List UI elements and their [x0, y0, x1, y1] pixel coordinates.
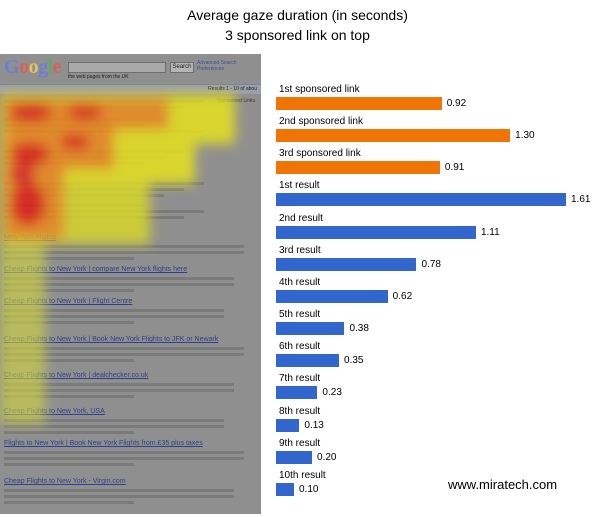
- data-label: 1.61: [571, 194, 591, 206]
- snippet-line: [4, 457, 244, 460]
- heat-core: [8, 164, 36, 184]
- category-label: 1st result: [279, 180, 320, 192]
- category-label: 9th result: [279, 437, 321, 449]
- snippet-line: [4, 277, 234, 280]
- chart-title: Average gaze duration (in seconds): [187, 7, 408, 23]
- category-label: 6th result: [279, 341, 321, 353]
- snippet-line: [4, 425, 224, 428]
- snippet-line: [4, 347, 244, 350]
- snippet-line: [4, 501, 134, 504]
- snippet-line: [4, 419, 224, 422]
- heat-core: [8, 102, 52, 122]
- data-label: 0.20: [317, 451, 337, 463]
- heat-core: [10, 182, 46, 226]
- snippet-line: [4, 257, 134, 260]
- category-label: 10th result: [279, 469, 326, 481]
- result-link[interactable]: Cheap Flights to New York - Virgin.com: [4, 478, 126, 485]
- sponsored-links-label: Sponsored Links: [217, 98, 255, 104]
- category-label: 5th result: [279, 309, 321, 321]
- result-link[interactable]: Cheap Flights to New York | Flight Centr…: [4, 298, 133, 305]
- watermark: www.miratech.com: [448, 477, 558, 492]
- chart-subtitle: 3 sponsored link on top: [225, 27, 370, 43]
- data-label: 0.35: [344, 355, 364, 367]
- snippet-line: [4, 383, 234, 386]
- result-link[interactable]: Cheap Flights to New York | compare New …: [4, 266, 188, 273]
- snippet-line: [4, 315, 224, 318]
- bar-organic: [276, 386, 318, 400]
- bar-organic: [276, 289, 388, 303]
- bar-organic: [276, 354, 340, 368]
- category-label: 1st sponsored link: [279, 84, 360, 95]
- bar-sponsored: [276, 129, 511, 143]
- snippet-line: [4, 489, 234, 492]
- data-label: 0.23: [322, 387, 342, 399]
- search-button[interactable]: Search: [170, 62, 194, 73]
- result-link[interactable]: Flights to New York | Book New York Flig…: [4, 440, 203, 447]
- snippet-line: [4, 309, 224, 312]
- snippet-line: [4, 495, 234, 498]
- category-label: 2nd result: [279, 212, 323, 224]
- snippet-line: [4, 353, 244, 356]
- snippet-line: [4, 463, 134, 466]
- snippet-line: [4, 251, 244, 254]
- data-label: 0.38: [349, 323, 369, 335]
- data-label: 0.78: [421, 258, 441, 270]
- data-label: 0.62: [392, 290, 413, 302]
- category-label: 7th result: [279, 373, 321, 385]
- search-results-heatmap-screenshot: Google Search Advanced Search Preference…: [0, 54, 261, 514]
- category-label: 3rd sponsored link: [279, 148, 361, 160]
- advanced-search-link[interactable]: Advanced Search: [197, 60, 237, 66]
- category-label: 4th result: [279, 276, 321, 288]
- bar-organic: [276, 482, 294, 496]
- snippet-line: [4, 395, 134, 398]
- snippet-line: [4, 321, 134, 324]
- snippet-line: [4, 245, 244, 248]
- search-scope-options[interactable]: the web pages from the UK: [68, 74, 129, 80]
- result-link[interactable]: Cheap Flights to New York | Book New Yor…: [4, 336, 219, 343]
- advanced-search-links[interactable]: Advanced Search Preferences: [197, 60, 236, 72]
- snippet-line: [4, 359, 134, 362]
- results-bar: Results 1 - 10 of abou: [0, 84, 261, 94]
- heat-core: [67, 104, 103, 120]
- preferences-link[interactable]: Preferences: [197, 66, 224, 72]
- data-label: 0.13: [304, 419, 324, 431]
- snippet-line: [4, 431, 134, 434]
- snippet-line: [4, 389, 234, 392]
- bar-organic: [276, 450, 313, 464]
- snippet-line: [4, 283, 234, 286]
- heat-core: [60, 134, 90, 150]
- bar-organic: [276, 418, 300, 432]
- data-label: 0.10: [299, 483, 319, 495]
- bar-sponsored: [276, 97, 442, 110]
- heat-zone: [0, 244, 45, 424]
- bar-organic: [276, 257, 417, 271]
- snippet-line: [4, 289, 134, 292]
- results-count: Results 1 - 10 of abou: [208, 86, 257, 92]
- category-label: 8th result: [279, 405, 321, 417]
- bar-organic: [276, 193, 566, 207]
- category-label: 2nd sponsored link: [279, 116, 363, 128]
- bar-organic: [276, 322, 345, 336]
- data-label: 0.91: [444, 162, 465, 174]
- snippet-line: [4, 451, 244, 454]
- result-link[interactable]: Cheap Flights to New York, USA: [4, 408, 105, 415]
- bar-organic: [276, 225, 476, 239]
- heat-core: [10, 142, 50, 166]
- bar-sponsored: [276, 161, 440, 175]
- search-input[interactable]: [68, 62, 166, 73]
- gaze-heatmap: [0, 94, 235, 424]
- data-label: 1.30: [515, 130, 535, 142]
- data-label: 1.11: [480, 226, 500, 238]
- google-logo: Google: [4, 56, 62, 78]
- result-link[interactable]: Cheap Flights to New York | dealchecker.…: [4, 372, 149, 379]
- data-label: 0.92: [446, 98, 467, 109]
- category-label: 3rd result: [279, 244, 321, 256]
